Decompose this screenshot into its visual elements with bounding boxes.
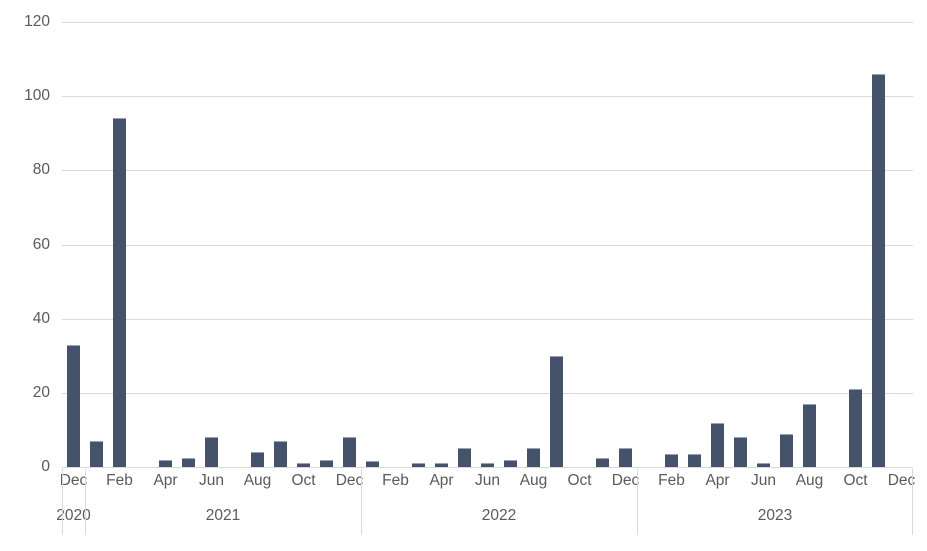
y-tick-label-80: 80 (32, 161, 50, 179)
x-axis-line (62, 467, 913, 468)
x-axis-year-labels: 2020 2021 2022 2023 (56, 495, 913, 535)
axis-group-separator (361, 469, 362, 495)
plot-area (62, 22, 913, 468)
axis-group-separator (912, 469, 913, 495)
bar[interactable] (688, 454, 701, 467)
x-axis-year-label: 2020 (56, 507, 91, 524)
x-tick-label: Dec (59, 472, 88, 489)
year-group-separator (85, 495, 86, 535)
bar[interactable] (550, 355, 563, 467)
bar[interactable] (343, 437, 356, 467)
bar[interactable] (734, 437, 747, 467)
bar[interactable] (596, 457, 609, 467)
y-tick-label-40: 40 (32, 309, 50, 327)
bar[interactable] (274, 441, 287, 467)
gridline-120 (62, 22, 913, 23)
x-tick-label: Aug (519, 472, 548, 489)
y-tick-label-20: 20 (32, 383, 50, 401)
bar[interactable] (803, 403, 816, 467)
year-group-separator (912, 495, 913, 535)
bar[interactable] (458, 448, 471, 467)
gridline-40 (62, 318, 913, 320)
x-tick-label: Dec (335, 472, 364, 489)
x-tick-label: Oct (291, 472, 316, 489)
year-group-separator (637, 495, 638, 535)
bar[interactable] (849, 389, 862, 467)
bar[interactable] (251, 452, 264, 467)
x-tick-label: Oct (843, 472, 868, 489)
x-tick-label: Feb (658, 472, 685, 489)
x-axis-year-label: 2022 (481, 507, 517, 524)
bar[interactable] (366, 461, 379, 467)
x-tick-label: Aug (243, 472, 272, 489)
bar[interactable] (665, 454, 678, 467)
bar[interactable] (711, 422, 724, 467)
axis-group-separator (85, 469, 86, 495)
y-tick-label-0: 0 (41, 458, 50, 475)
bar[interactable] (159, 459, 172, 467)
bar[interactable] (320, 459, 333, 467)
bar[interactable] (113, 118, 126, 467)
bar[interactable] (780, 433, 793, 467)
x-tick-label: Jun (199, 472, 224, 489)
bar[interactable] (504, 459, 517, 467)
y-tick-label-60: 60 (32, 235, 50, 253)
bar[interactable] (205, 437, 218, 467)
year-group-separator (62, 495, 63, 535)
bar[interactable] (182, 457, 195, 467)
bar[interactable] (435, 463, 448, 467)
x-tick-label: Dec (887, 472, 916, 489)
x-tick-label: Feb (106, 472, 133, 489)
bar[interactable] (757, 463, 770, 467)
axis-group-separator (62, 469, 63, 495)
bar[interactable] (297, 463, 310, 467)
bar[interactable] (481, 463, 494, 467)
bar[interactable] (412, 463, 425, 467)
gridline-20 (62, 392, 913, 394)
year-group-separator (361, 495, 362, 535)
x-tick-label: Apr (429, 472, 454, 489)
gridline-100 (62, 96, 913, 98)
axis-group-separator (637, 469, 638, 495)
y-tick-label-120: 120 (24, 13, 50, 30)
bar-series (62, 22, 913, 467)
x-axis-year-label: 2021 (205, 507, 241, 524)
bar[interactable] (90, 441, 103, 467)
x-tick-label: Feb (382, 472, 409, 489)
bar[interactable] (67, 344, 80, 467)
x-tick-label: Apr (153, 472, 178, 489)
x-axis-year-label: 2023 (757, 507, 793, 524)
x-tick-label: Aug (795, 472, 824, 489)
bar[interactable] (619, 448, 632, 467)
x-tick-label: Apr (705, 472, 730, 489)
bar[interactable] (872, 73, 885, 467)
x-tick-label: Dec (611, 472, 640, 489)
gridline-60 (62, 244, 913, 246)
gridline-80 (62, 170, 913, 172)
x-tick-label: Oct (567, 472, 592, 489)
x-axis-month-labels: Dec Feb Apr Jun Aug Oct Dec Feb Apr Jun Aug Oct Dec F… (59, 469, 916, 495)
x-tick-label: Jun (751, 472, 776, 489)
y-axis-labels: 0 20 40 60 80 100 120 (0, 0, 58, 551)
y-tick-label-100: 100 (24, 87, 50, 105)
x-tick-label: Jun (475, 472, 500, 489)
bar[interactable] (527, 448, 540, 467)
